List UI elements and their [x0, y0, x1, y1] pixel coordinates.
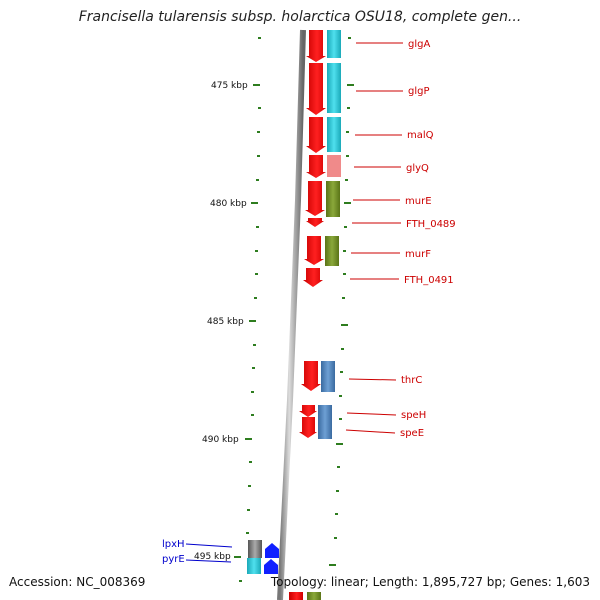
blue-label-leaders — [185, 543, 233, 563]
cog-block-speH-speE[interactable] — [318, 405, 332, 439]
cog-blocks[interactable] — [247, 30, 341, 600]
gene-label-murE[interactable]: murE — [405, 196, 432, 207]
gene-label-glgA[interactable]: glgA — [408, 39, 430, 50]
topology-text: Topology: linear; Length: 1,895,727 bp; … — [270, 575, 590, 589]
gene-arrow-speE[interactable] — [299, 417, 317, 438]
gene-label-speE[interactable]: speE — [400, 428, 424, 439]
gene-arrow-pyrE[interactable] — [264, 559, 278, 574]
cog-block-thrC[interactable] — [321, 361, 335, 392]
gene-arrow-thrC[interactable] — [301, 361, 321, 391]
gene-arrow-glgA[interactable] — [306, 30, 326, 62]
cog-block-glgP[interactable] — [327, 63, 341, 113]
leader-lpxH — [185, 543, 233, 548]
gene-arrow-bottom-red[interactable] — [289, 592, 303, 600]
right-scale-ticks — [329, 37, 354, 566]
gene-label-pyrE[interactable]: pyrE — [162, 554, 185, 565]
cog-block-malQ[interactable] — [327, 117, 341, 152]
gene-label-speH[interactable]: speH — [401, 410, 426, 421]
gene-arrow-lpxH[interactable] — [265, 543, 279, 558]
gene-label-glgP[interactable]: glgP — [408, 86, 430, 97]
gene-label-lpxH[interactable]: lpxH — [162, 539, 185, 550]
cog-block-murF[interactable] — [325, 236, 339, 266]
leader-speH — [346, 412, 397, 416]
cog-block-glgA[interactable] — [327, 30, 341, 58]
gene-arrows-reverse[interactable] — [264, 543, 279, 574]
gene-label-leaders — [345, 42, 403, 434]
gene-arrows-forward[interactable] — [289, 30, 326, 600]
leader-thrC — [348, 378, 397, 381]
cog-block-bottom-olive[interactable] — [307, 592, 321, 600]
scale-label: 495 kbp — [194, 552, 231, 562]
genome-backbone — [277, 29, 306, 600]
accession-text: Accession: NC_008369 — [9, 575, 146, 589]
cog-block-pyrE[interactable] — [247, 558, 261, 574]
scale-label: 480 kbp — [210, 199, 247, 209]
gene-arrow-FTH_0489[interactable] — [306, 218, 324, 227]
gene-arrow-speH[interactable] — [299, 405, 317, 417]
gene-label-malQ[interactable]: malQ — [407, 130, 434, 141]
cog-block-murE[interactable] — [326, 181, 340, 217]
scale-label: 490 kbp — [202, 435, 239, 445]
gene-arrow-glyQ[interactable] — [306, 155, 326, 178]
scale-label: 485 kbp — [207, 317, 244, 327]
gene-arrow-glgP[interactable] — [306, 63, 326, 115]
gene-label-FTH_0491[interactable]: FTH_0491 — [404, 275, 454, 286]
cog-block-lpxH[interactable] — [248, 540, 262, 558]
gene-label-thrC[interactable]: thrC — [401, 375, 422, 386]
cog-block-glyQ[interactable] — [327, 155, 341, 177]
map-title: Francisella tularensis subsp. holarctica… — [78, 9, 522, 25]
gene-arrow-FTH_0491[interactable] — [303, 268, 323, 287]
scale-label: 475 kbp — [211, 81, 248, 91]
leader-pyrE — [185, 559, 232, 563]
gene-label-glyQ[interactable]: glyQ — [406, 163, 429, 174]
gene-arrow-murF[interactable] — [304, 236, 324, 265]
left-scale-ticks — [234, 37, 261, 582]
gene-label-murF[interactable]: murF — [405, 249, 431, 260]
gene-arrow-murE[interactable] — [305, 181, 325, 216]
leader-speE — [345, 429, 396, 434]
gene-label-FTH_0489[interactable]: FTH_0489 — [406, 219, 456, 230]
gene-arrow-malQ[interactable] — [306, 117, 326, 153]
